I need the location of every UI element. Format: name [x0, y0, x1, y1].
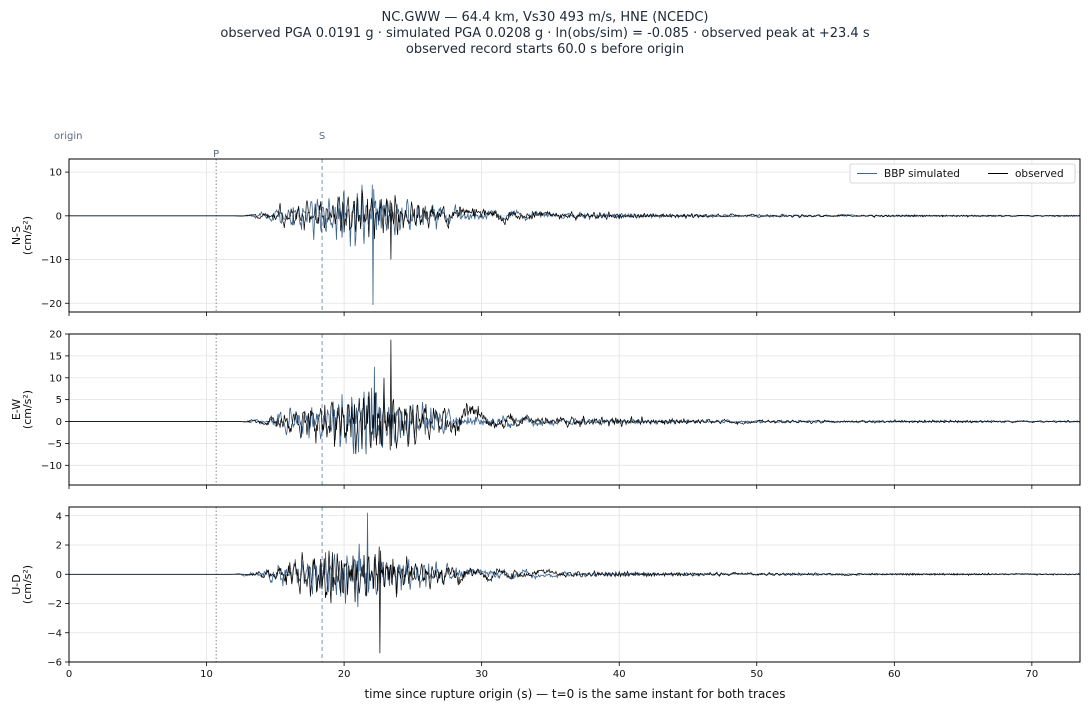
y-tick-label: 10 — [49, 168, 62, 179]
y-tick-label: −5 — [47, 439, 62, 450]
series-bbp-simulated — [69, 512, 1080, 608]
y-tick-label: 20 — [49, 330, 62, 341]
series-observed — [69, 189, 1080, 260]
y-tick-label: −2 — [47, 599, 62, 610]
x-tick-label: 60 — [888, 669, 901, 680]
series-observed — [69, 546, 1080, 654]
y-tick-label: −4 — [47, 628, 62, 639]
x-tick-label: 10 — [200, 669, 213, 680]
legend-label-1: BBP simulated — [884, 168, 960, 180]
y-axis-label-line: (cm/s²) — [21, 390, 34, 429]
y-axis-label-line: U-D — [10, 574, 23, 595]
y-tick-label: −6 — [47, 658, 62, 669]
y-tick-label: 4 — [56, 511, 62, 522]
chart-title-line-1: NC.GWW — 64.4 km, Vs30 493 m/s, HNE (NCE… — [382, 10, 709, 25]
y-axis-label-line: (cm/s²) — [21, 216, 34, 255]
legend-label-2: observed — [1015, 168, 1064, 180]
x-tick-label: 30 — [475, 669, 488, 680]
x-tick-label: 70 — [1025, 669, 1038, 680]
y-axis-label: N-S(cm/s²) — [10, 216, 34, 255]
series-bbp-simulated — [69, 366, 1080, 455]
x-tick-label: 40 — [613, 669, 626, 680]
panel-frame — [68, 506, 1081, 663]
marker-label-s: S — [319, 131, 325, 142]
y-tick-label: 2 — [56, 541, 62, 552]
legend-box — [849, 163, 1076, 184]
y-axis-label-line: E-W — [10, 399, 23, 420]
x-axis-label: time since rupture origin (s) — t=0 is t… — [364, 687, 785, 701]
x-tick-label: 20 — [338, 669, 351, 680]
y-axis-label-line: (cm/s²) — [21, 565, 34, 604]
series-observed — [69, 339, 1080, 455]
y-tick-label: −10 — [41, 461, 62, 472]
panels-group: 100−10−20N-S(cm/s²)20151050−5−10E-W(cm/s… — [10, 131, 1081, 680]
panel-frame — [68, 158, 1081, 313]
y-axis-label-line: N-S — [10, 226, 23, 245]
y-axis-label: U-D(cm/s²) — [10, 565, 34, 604]
y-tick-label: 0 — [56, 211, 62, 222]
y-tick-label: 0 — [56, 570, 62, 581]
y-tick-label: −20 — [41, 299, 62, 310]
series-bbp-simulated — [69, 184, 1080, 306]
panel-2: 20 15 10 5 0 −5 −10 E-W(cm/s²) — [10, 330, 1081, 489]
marker-label-p: P — [213, 149, 219, 160]
marker-label-origin: origin — [54, 131, 82, 142]
y-tick-label: 5 — [56, 395, 62, 406]
y-tick-label: 15 — [49, 351, 62, 362]
x-tick-label: 50 — [750, 669, 763, 680]
panel-frame — [68, 333, 1081, 486]
panel-1: 10 0 −10 −20 N-S(cm/s²) — [10, 158, 1081, 316]
y-tick-label: 10 — [49, 373, 62, 384]
chart-title-line-2: observed PGA 0.0191 g · simulated PGA 0.… — [220, 26, 869, 41]
y-axis-label: E-W(cm/s²) — [10, 390, 34, 429]
legend: BBP simulated observed — [849, 163, 1076, 184]
x-tick-label: 0 — [66, 669, 72, 680]
chart-title-line-3: observed record starts 60.0 s before ori… — [406, 42, 684, 57]
panel-3: 420−2−4−60 10 20 30 40 50 60 70U-D(cm/s²) — [10, 506, 1081, 680]
y-tick-label: 0 — [56, 417, 62, 428]
y-tick-label: −10 — [41, 255, 62, 266]
